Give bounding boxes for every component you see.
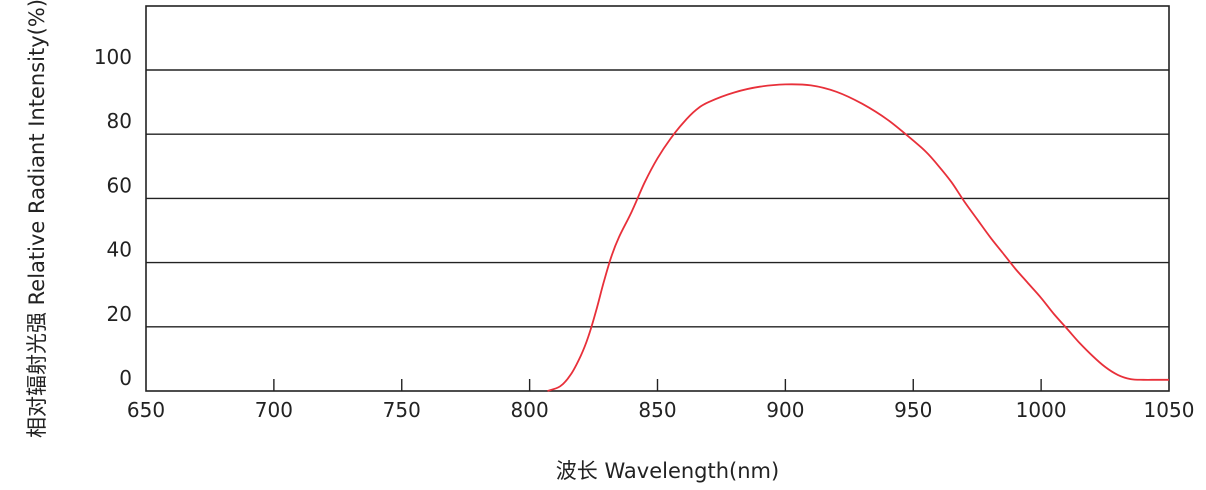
x-tick-label: 950 [894,398,932,422]
series-line-0 [547,83,1169,392]
x-tick-label: 800 [511,398,549,422]
y-tick-label: 60 [107,173,132,197]
y-axis-title: 相对辐射光强 Relative Radiant Intensity(%) [25,0,49,438]
y-tick-label: 20 [107,302,132,326]
x-tick-label: 750 [383,398,421,422]
x-tick-label: 900 [766,398,804,422]
tick-labels: 0 20 40 60 80 100 650 700 750 800 850 900 950 1000 105… [94,45,1195,422]
x-axis-title: 波长 Wavelength(nm) [556,459,779,483]
y-tick-label: 100 [94,45,132,69]
x-tick-label: 700 [255,398,293,422]
x-tick-label: 1050 [1144,398,1195,422]
y-tick-label: 0 [119,366,132,390]
x-tick-label: 850 [638,398,676,422]
y-tick-label: 40 [107,238,132,262]
series-layer [547,83,1169,392]
x-tick-label: 650 [127,398,165,422]
plot-frame [145,5,1170,392]
y-tick-label: 80 [107,109,132,133]
x-axis-ticks [273,379,1042,391]
gridlines [146,69,1169,328]
x-tick-label: 1000 [1016,398,1067,422]
